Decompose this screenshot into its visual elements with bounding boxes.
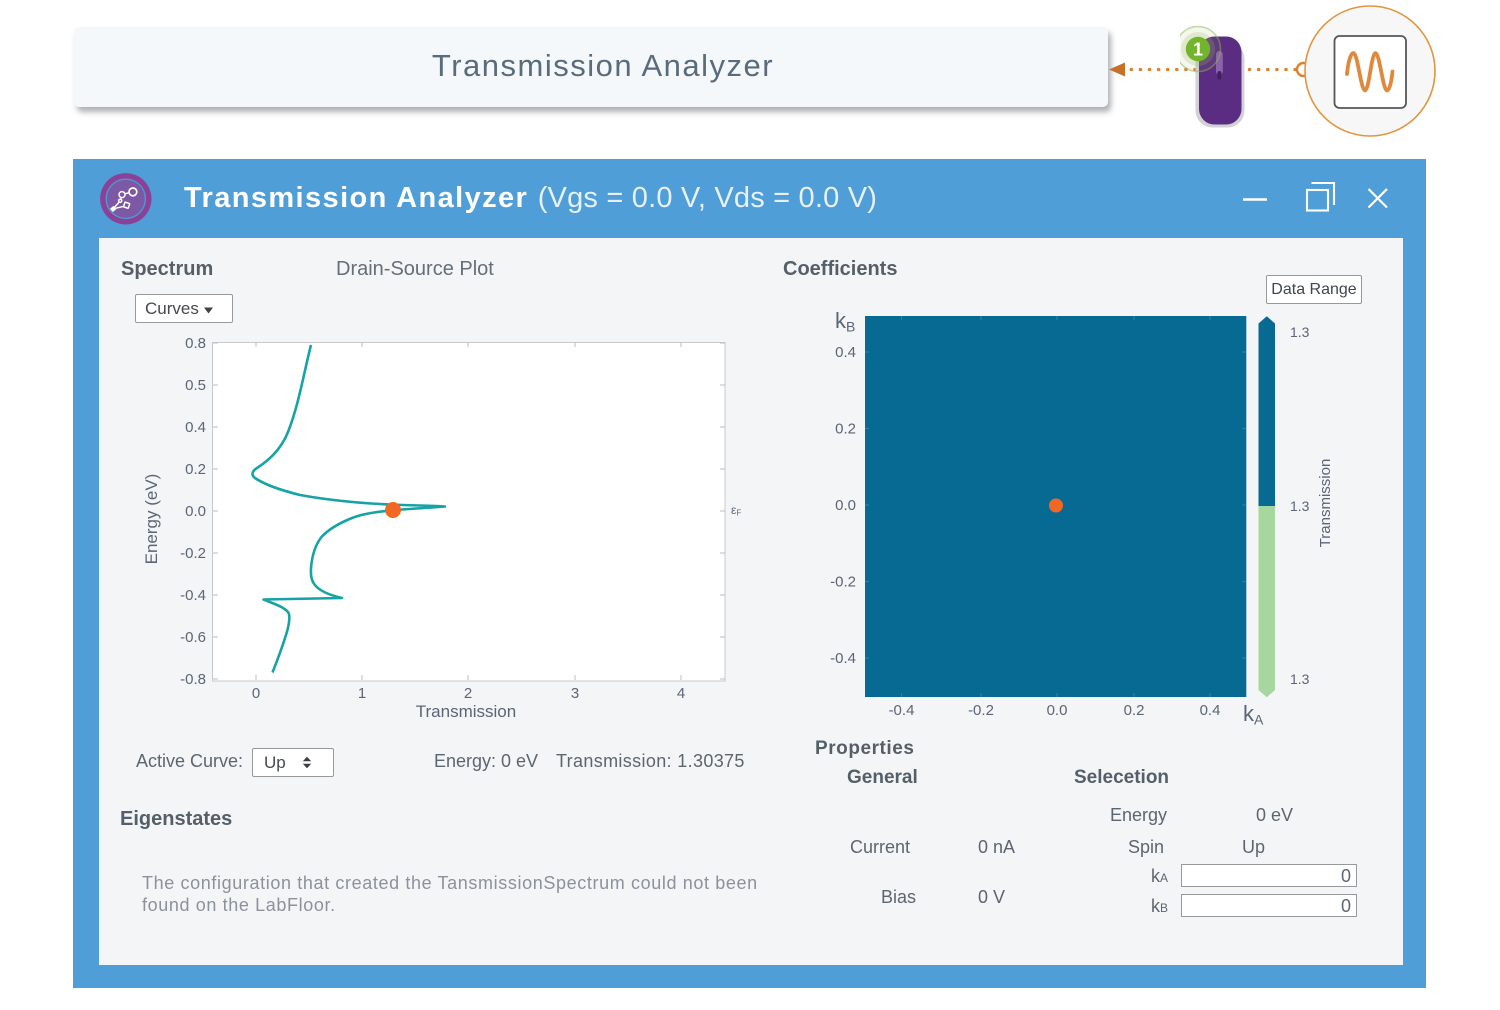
svg-text:-0.4: -0.4 (889, 702, 915, 719)
svg-text:1: 1 (358, 685, 366, 702)
svg-text:-0.2: -0.2 (968, 702, 994, 719)
svg-text:2: 2 (464, 685, 472, 702)
svg-text:1: 1 (1193, 40, 1203, 60)
svg-text:0.5: 0.5 (185, 377, 206, 394)
svg-text:0.4: 0.4 (185, 419, 206, 436)
svg-text:1.3: 1.3 (1290, 498, 1310, 514)
svg-text:0.4: 0.4 (1200, 702, 1221, 719)
svg-text:3: 3 (571, 685, 579, 702)
svg-text:Energy (eV): Energy (eV) (142, 474, 161, 565)
svg-text:εF: εF (731, 503, 741, 518)
svg-text:0.0: 0.0 (835, 497, 856, 514)
svg-text:1.3: 1.3 (1290, 671, 1310, 687)
svg-text:0.0: 0.0 (1047, 702, 1068, 719)
svg-text:4: 4 (677, 685, 685, 702)
svg-text:1.3: 1.3 (1290, 324, 1310, 340)
svg-text:0.4: 0.4 (835, 344, 856, 361)
svg-text:0.2: 0.2 (1124, 702, 1145, 719)
svg-text:-0.6: -0.6 (180, 629, 206, 646)
svg-text:kA: kA (1243, 701, 1264, 728)
svg-text:Transmission: Transmission (1317, 459, 1334, 548)
svg-text:-0.4: -0.4 (180, 587, 206, 604)
svg-text:-0.2: -0.2 (180, 545, 206, 562)
svg-text:Transmission: Transmission (416, 702, 516, 721)
svg-text:kB: kB (835, 308, 855, 335)
svg-text:0.2: 0.2 (835, 421, 856, 438)
svg-text:0: 0 (252, 685, 260, 702)
svg-text:-0.2: -0.2 (830, 574, 856, 591)
svg-text:0.8: 0.8 (185, 335, 206, 352)
svg-text:0.2: 0.2 (185, 461, 206, 478)
svg-text:-0.4: -0.4 (830, 650, 856, 667)
svg-text:-0.8: -0.8 (180, 671, 206, 688)
svg-text:0.0: 0.0 (185, 503, 206, 520)
